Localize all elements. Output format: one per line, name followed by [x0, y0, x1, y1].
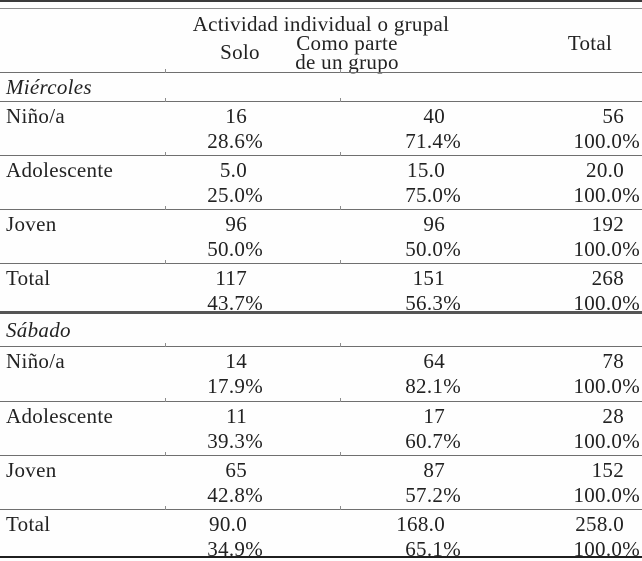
- row-label: Joven: [6, 212, 57, 236]
- row-label: Adolescente: [6, 404, 114, 428]
- cell-percent-group: 82.1%: [405, 374, 461, 398]
- table-row-joven-miercoles: Joven 96 96 192 50.0% 50.0% 100.0%: [0, 210, 642, 263]
- cell-count-total: 78: [602, 349, 624, 373]
- count-line: Adolescente 11 17 28: [0, 404, 642, 429]
- table-header: Actividad individual o grupal Solo Como …: [0, 9, 642, 74]
- count-line: Total 90.0 168.0 258.0: [0, 512, 642, 537]
- cell-count-solo: 16: [225, 104, 247, 128]
- header-col-solo: Solo: [220, 40, 260, 64]
- cell-percent-solo: 17.9%: [207, 374, 263, 398]
- header-spanning-title: Actividad individual o grupal: [192, 12, 450, 36]
- row-label: Total: [6, 266, 51, 290]
- cell-count-total: 192: [591, 212, 624, 236]
- cell-count-group: 151: [412, 266, 445, 290]
- table-top-double-rule: [0, 0, 642, 9]
- cell-count-group: 96: [423, 212, 445, 236]
- row-divider: [0, 98, 642, 102]
- percent-line: 17.9% 82.1% 100.0%: [0, 374, 642, 399]
- count-line: Joven 96 96 192: [0, 212, 642, 237]
- header-col-group-line2: de un grupo: [295, 50, 399, 74]
- row-divider: [0, 506, 642, 510]
- cell-percent-total: 100.0%: [573, 374, 640, 398]
- cell-count-solo: 96: [225, 212, 247, 236]
- count-line: Total 117 151 268: [0, 266, 642, 291]
- cell-count-total: 152: [591, 458, 624, 482]
- cell-percent-total: 100.0%: [573, 237, 640, 261]
- row-divider: [0, 206, 642, 210]
- table-row-adolescente-sabado: Adolescente 11 17 28 39.3% 60.7% 100.0%: [0, 402, 642, 455]
- cell-count-solo: 117: [215, 266, 247, 290]
- cell-percent-group: 50.0%: [405, 237, 461, 261]
- percent-line: 25.0% 75.0% 100.0%: [0, 183, 642, 208]
- cell-percent-solo: 25.0%: [207, 183, 263, 207]
- table-row-total-sabado: Total 90.0 168.0 258.0 34.9% 65.1% 100.0…: [0, 510, 642, 561]
- row-divider: [0, 398, 642, 402]
- cell-count-solo: 5.0: [219, 158, 247, 182]
- cell-percent-total: 100.0%: [573, 429, 640, 453]
- percent-line: 50.0% 50.0% 100.0%: [0, 237, 642, 262]
- cell-count-group: 87: [423, 458, 445, 482]
- cell-count-total: 56: [602, 104, 624, 128]
- cell-percent-group: 65.1%: [405, 537, 461, 561]
- row-divider: [0, 452, 642, 456]
- cell-percent-solo: 39.3%: [207, 429, 263, 453]
- count-line: Joven 65 87 152: [0, 458, 642, 483]
- cell-count-group: 17: [423, 404, 445, 428]
- count-line: Adolescente 5.0 15.0 20.0: [0, 158, 642, 183]
- row-divider: [0, 343, 642, 347]
- header-col-group: Como parte de un grupo: [285, 31, 409, 74]
- cell-count-solo: 14: [225, 349, 247, 373]
- cell-count-group: 40: [423, 104, 445, 128]
- table-row-joven-sabado: Joven 65 87 152 42.8% 57.2% 100.0%: [0, 456, 642, 509]
- cell-count-total: 268: [591, 266, 624, 290]
- row-label: Adolescente: [6, 158, 114, 182]
- header-col-total: Total: [567, 31, 613, 55]
- percent-line: 42.8% 57.2% 100.0%: [0, 483, 642, 508]
- cell-percent-group: 60.7%: [405, 429, 461, 453]
- table-row-nino-sabado: Niño/a 14 64 78 17.9% 82.1% 100.0%: [0, 347, 642, 401]
- cell-percent-total: 100.0%: [573, 483, 640, 507]
- count-line: Niño/a 16 40 56: [0, 104, 642, 129]
- cell-count-group: 168.0: [396, 512, 445, 536]
- table-row-total-miercoles: Total 117 151 268 43.7% 56.3% 100.0%: [0, 264, 642, 315]
- header-col-group-line1: Como parte: [296, 31, 398, 55]
- cell-percent-total: 100.0%: [573, 129, 640, 153]
- header-bottom-rule: [0, 69, 642, 73]
- cell-percent-solo: 50.0%: [207, 237, 263, 261]
- cell-count-group: 64: [423, 349, 445, 373]
- percent-line: 34.9% 65.1% 100.0%: [0, 537, 642, 561]
- percent-line: 39.3% 60.7% 100.0%: [0, 429, 642, 454]
- cell-percent-group: 71.4%: [405, 129, 461, 153]
- cell-percent-total: 100.0%: [573, 537, 640, 561]
- cell-count-solo: 11: [226, 404, 247, 428]
- row-label: Joven: [6, 458, 57, 482]
- cell-count-total: 20.0: [586, 158, 624, 182]
- section-divider-thick-rule: [0, 311, 642, 314]
- cell-count-total: 258.0: [575, 512, 624, 536]
- count-line: Niño/a 14 64 78: [0, 349, 642, 374]
- cell-count-solo: 65: [225, 458, 247, 482]
- cell-percent-total: 100.0%: [573, 183, 640, 207]
- cell-percent-solo: 28.6%: [207, 129, 263, 153]
- cell-percent-group: 57.2%: [405, 483, 461, 507]
- table-row-nino-miercoles: Niño/a 16 40 56 28.6% 71.4% 100.0%: [0, 102, 642, 155]
- row-label: Total: [6, 512, 51, 536]
- cell-count-solo: 90.0: [209, 512, 247, 536]
- section-header-sabado: Sábado: [6, 317, 71, 342]
- section-header-miercoles: Miércoles: [6, 74, 92, 99]
- cell-percent-solo: 42.8%: [207, 483, 263, 507]
- row-divider: [0, 152, 642, 156]
- percent-line: 28.6% 71.4% 100.0%: [0, 129, 642, 154]
- table-bottom-double-rule: [0, 556, 642, 561]
- cell-percent-group: 75.0%: [405, 183, 461, 207]
- row-label: Niño/a: [6, 104, 65, 128]
- cell-count-total: 28: [602, 404, 624, 428]
- row-label: Niño/a: [6, 349, 65, 373]
- cell-count-group: 15.0: [407, 158, 445, 182]
- cell-percent-solo: 34.9%: [207, 537, 263, 561]
- row-divider: [0, 260, 642, 264]
- table-row-adolescente-miercoles: Adolescente 5.0 15.0 20.0 25.0% 75.0% 10…: [0, 156, 642, 209]
